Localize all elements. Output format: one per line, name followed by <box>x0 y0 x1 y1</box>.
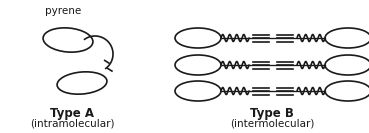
Text: Type B: Type B <box>250 107 294 119</box>
Text: (intramolecular): (intramolecular) <box>30 118 114 128</box>
Text: pyrene: pyrene <box>45 6 81 16</box>
Text: Type A: Type A <box>50 107 94 119</box>
Text: (intermolecular): (intermolecular) <box>230 118 314 128</box>
